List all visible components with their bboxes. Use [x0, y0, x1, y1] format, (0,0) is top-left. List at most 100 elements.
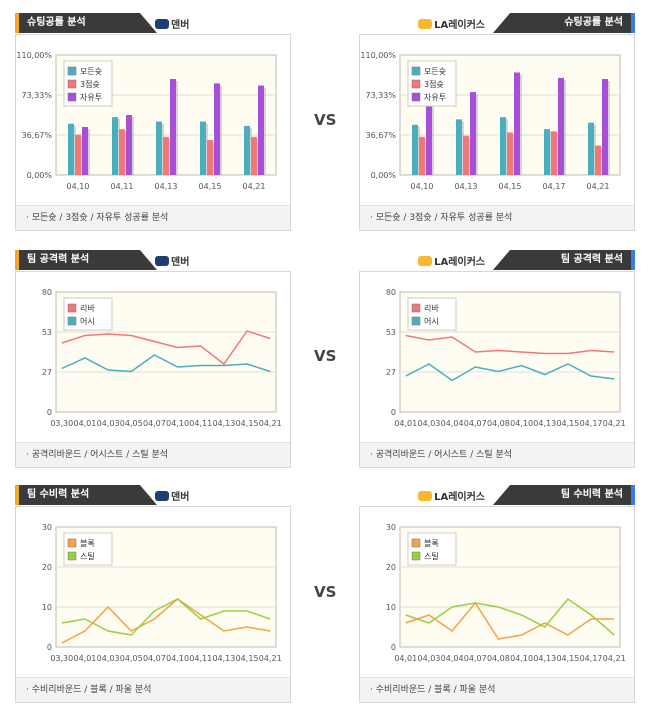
x-tick-label: 04,01	[394, 419, 417, 428]
chart-footnote: · 공격리바운드 / 어시스트 / 스틸 분석	[360, 442, 634, 467]
panel-offense-denver: 팀 공격력 분석 덴버 0 27 53 80 03,30 04,01 04,03 04,05 0…	[15, 250, 291, 468]
chart-footnote: · 모든슛 / 3점슛 / 자유투 성공률 분석	[360, 205, 634, 230]
x-tick-label: 04,03	[417, 654, 440, 663]
series-line	[405, 334, 615, 355]
section-tab: 팀 공격력 분석	[493, 250, 635, 270]
x-tick-label: 04,15	[556, 419, 579, 428]
x-tick-label: 04,17	[543, 182, 566, 191]
bar	[214, 83, 220, 175]
bar	[170, 79, 176, 175]
lakers-logo-icon	[418, 19, 433, 29]
y-tick-label: 27	[42, 368, 52, 377]
legend-label: 어시	[80, 316, 95, 326]
team-label: 덴버	[155, 253, 189, 268]
bar	[544, 129, 550, 175]
x-tick-label: 03,30	[50, 654, 73, 663]
bar	[119, 129, 125, 175]
bar	[82, 127, 88, 175]
y-tick-label: 73,33%	[365, 91, 396, 100]
series-line	[405, 601, 615, 640]
x-tick-label: 04,01	[73, 654, 96, 663]
x-tick-label: 04,15	[499, 182, 522, 191]
x-tick-label: 04,01	[73, 419, 96, 428]
x-tick-label: 04,17	[580, 419, 603, 428]
legend-swatch	[411, 66, 421, 76]
chart-footnote: · 공격리바운드 / 어시스트 / 스틸 분석	[16, 442, 290, 467]
y-tick-label: 20	[386, 563, 396, 572]
legend-swatch	[67, 79, 77, 89]
y-tick-label: 30	[42, 523, 52, 532]
y-tick-label: 110,00%	[360, 51, 396, 60]
legend-swatch	[411, 92, 421, 102]
denver-logo-icon	[155, 491, 169, 501]
x-tick-label: 04,11	[111, 182, 134, 191]
x-tick-label: 04,10	[510, 654, 533, 663]
bar	[507, 132, 513, 175]
bar	[412, 124, 418, 175]
x-tick-label: 04,05	[120, 654, 143, 663]
x-tick-label: 04,10	[510, 419, 533, 428]
bar	[258, 85, 264, 175]
legend-label: 자유투	[424, 93, 446, 102]
legend-label: 블록	[80, 538, 95, 548]
bar	[456, 119, 462, 175]
legend-swatch	[411, 538, 421, 548]
legend-swatch	[411, 316, 421, 326]
x-tick-label: 04,21	[259, 654, 282, 663]
series-line	[61, 598, 271, 636]
x-tick-label: 04,05	[120, 419, 143, 428]
legend-label: 스틸	[80, 551, 95, 561]
legend-label: 3점슛	[80, 79, 100, 89]
x-tick-label: 04,13	[455, 182, 478, 191]
section-tab: 슈팅공률 분석	[15, 13, 157, 33]
x-tick-label: 04,07	[143, 654, 166, 663]
legend-label: 리바	[80, 303, 95, 313]
y-tick-label: 80	[42, 288, 52, 297]
vs-label: VS	[314, 347, 337, 365]
bar	[500, 117, 506, 175]
legend-label: 블록	[424, 538, 439, 548]
bar	[126, 115, 132, 175]
y-tick-label: 20	[42, 563, 52, 572]
x-tick-label: 04,13	[533, 654, 556, 663]
y-tick-label: 10	[386, 603, 396, 612]
series-line	[61, 598, 271, 644]
x-tick-label: 04,04	[441, 419, 464, 428]
chart-footnote: · 수비리바운드 / 블록 / 파울 분석	[16, 677, 290, 702]
x-tick-label: 04,15	[236, 654, 259, 663]
bar	[463, 135, 469, 175]
legend-swatch	[67, 316, 77, 326]
y-tick-label: 73,33%	[21, 91, 52, 100]
y-tick-label: 53	[42, 328, 52, 337]
bar	[588, 122, 594, 175]
x-tick-label: 04,17	[580, 654, 603, 663]
section-tab: 슈팅공률 분석	[493, 13, 635, 33]
y-tick-label: 27	[386, 368, 396, 377]
y-tick-label: 30	[386, 523, 396, 532]
legend-swatch	[67, 538, 77, 548]
section-tab: 팀 수비력 분석	[493, 485, 635, 505]
legend-swatch	[67, 303, 77, 313]
legend-swatch	[67, 551, 77, 561]
legend-swatch	[411, 551, 421, 561]
legend-swatch	[67, 92, 77, 102]
x-tick-label: 04,07	[464, 419, 487, 428]
legend-swatch	[67, 66, 77, 76]
x-tick-label: 04,08	[487, 419, 510, 428]
bar	[470, 92, 476, 175]
x-tick-label: 04,04	[441, 654, 464, 663]
x-tick-label: 04,13	[212, 419, 235, 428]
series-line	[61, 330, 271, 366]
y-tick-label: 10	[42, 603, 52, 612]
team-label: 덴버	[155, 488, 189, 503]
y-tick-label: 36,67%	[365, 131, 396, 140]
y-tick-label: 80	[386, 288, 396, 297]
section-tab: 팀 수비력 분석	[15, 485, 157, 505]
bar	[68, 123, 74, 175]
